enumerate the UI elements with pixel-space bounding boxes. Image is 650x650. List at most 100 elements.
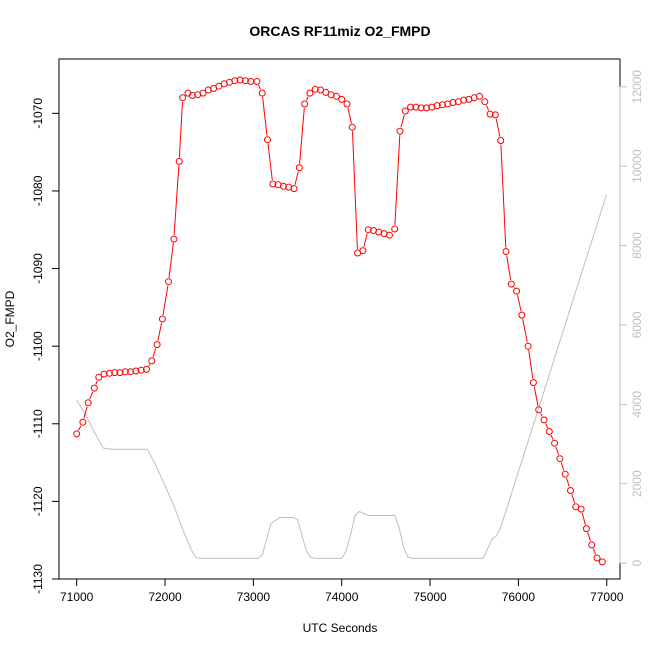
data-point [236, 76, 244, 84]
data-point [143, 365, 150, 373]
data-point [529, 379, 537, 387]
primary-series-segment [95, 380, 98, 385]
data-point [513, 287, 521, 295]
data-point [364, 226, 372, 234]
y-tick-label: -1090 [31, 253, 45, 284]
primary-series-segment [528, 350, 534, 379]
data-point [391, 225, 399, 233]
y-tick-label: -1100 [31, 331, 45, 361]
chart-title: ORCAS RF11miz O2_FMPD [249, 23, 430, 39]
data-point [100, 370, 108, 378]
data-point [577, 505, 585, 513]
x-axis: 71000 72000 73000 74000 75000 76000 77000 [60, 578, 624, 604]
primary-series-segment [533, 386, 539, 406]
data-point [423, 104, 430, 112]
y-right-tick-label: 12000 [630, 70, 644, 104]
data-point [481, 98, 489, 106]
primary-series-segment [258, 84, 261, 90]
primary-series-segment [148, 364, 151, 367]
data-point [401, 107, 409, 115]
y-tick-label: -1080 [31, 175, 45, 206]
primary-series-segment [500, 144, 507, 248]
secondary-series-line [76, 193, 608, 559]
data-point [295, 164, 303, 172]
data-point [306, 89, 314, 97]
data-point [73, 430, 81, 438]
data-point [545, 428, 553, 435]
data-point [132, 367, 140, 375]
data-point [507, 280, 515, 288]
primary-series-segment [560, 462, 565, 471]
data-point [417, 104, 425, 112]
data-point [301, 100, 309, 108]
data-point [188, 92, 196, 99]
data-point [518, 311, 526, 319]
data-point [175, 157, 183, 165]
data-point [90, 384, 98, 392]
data-point [556, 455, 564, 463]
data-point [551, 439, 559, 447]
data-point [460, 96, 468, 104]
primary-series-segment [363, 233, 368, 247]
primary-series-segment [89, 391, 94, 400]
primary-series-segment [262, 97, 268, 136]
data-point [502, 248, 510, 255]
data-point [116, 369, 124, 377]
primary-series-segment [299, 107, 305, 164]
y-tick-label: -1110 [31, 409, 45, 438]
data-point [438, 101, 446, 109]
data-point [449, 99, 457, 106]
primary-series-segment [592, 548, 596, 555]
data-point [165, 278, 172, 286]
y-right-tick-label: 10000 [630, 149, 644, 183]
x-tick-label: 72000 [148, 590, 182, 604]
primary-series-segment [394, 135, 401, 226]
primary-series-segment [294, 171, 299, 185]
data-point [343, 100, 351, 108]
x-tick-label: 77000 [590, 590, 624, 604]
y-right-tick-label: 6000 [630, 311, 644, 338]
primary-series-segment [522, 318, 528, 343]
y-axis-label: O2_FMPD [3, 290, 17, 347]
data-point [407, 103, 415, 111]
data-point [311, 85, 319, 93]
primary-series-segment [173, 165, 180, 236]
data-point [79, 418, 87, 426]
data-point [433, 102, 441, 110]
data-point [338, 95, 346, 103]
data-point [170, 235, 178, 243]
x-tick-label: 71000 [60, 590, 94, 604]
data-point [258, 89, 266, 97]
data-point [153, 341, 161, 349]
primary-series-segment [571, 494, 576, 504]
primary-series-segment [540, 413, 543, 417]
primary-series-segment [485, 105, 490, 111]
primary-series-segment [152, 348, 157, 358]
primary-series-segment [267, 143, 273, 181]
data-point [264, 136, 271, 144]
y-right-tick-label: 0 [630, 559, 644, 566]
data-point [84, 399, 92, 407]
x-tick-label: 75000 [413, 590, 447, 604]
primary-series-segment [545, 423, 549, 429]
primary-series-segment [555, 446, 560, 456]
data-point [396, 127, 404, 135]
data-point [269, 180, 277, 188]
data-point [497, 137, 505, 144]
primary-series-segment [352, 131, 358, 250]
y-right-tick-label: 8000 [630, 232, 644, 259]
data-point [540, 416, 548, 424]
y-tick-label: -1070 [31, 98, 45, 129]
data-point [231, 77, 239, 85]
y-tick-label: -1130 [31, 564, 45, 594]
data-point [332, 92, 340, 100]
data-point [598, 558, 606, 566]
data-point [148, 357, 156, 365]
data-point [385, 231, 393, 239]
data-point [412, 103, 420, 111]
data-point [359, 247, 367, 255]
primary-series-segment [400, 114, 405, 128]
data-point [582, 525, 590, 533]
primary-series-segment [168, 242, 174, 278]
